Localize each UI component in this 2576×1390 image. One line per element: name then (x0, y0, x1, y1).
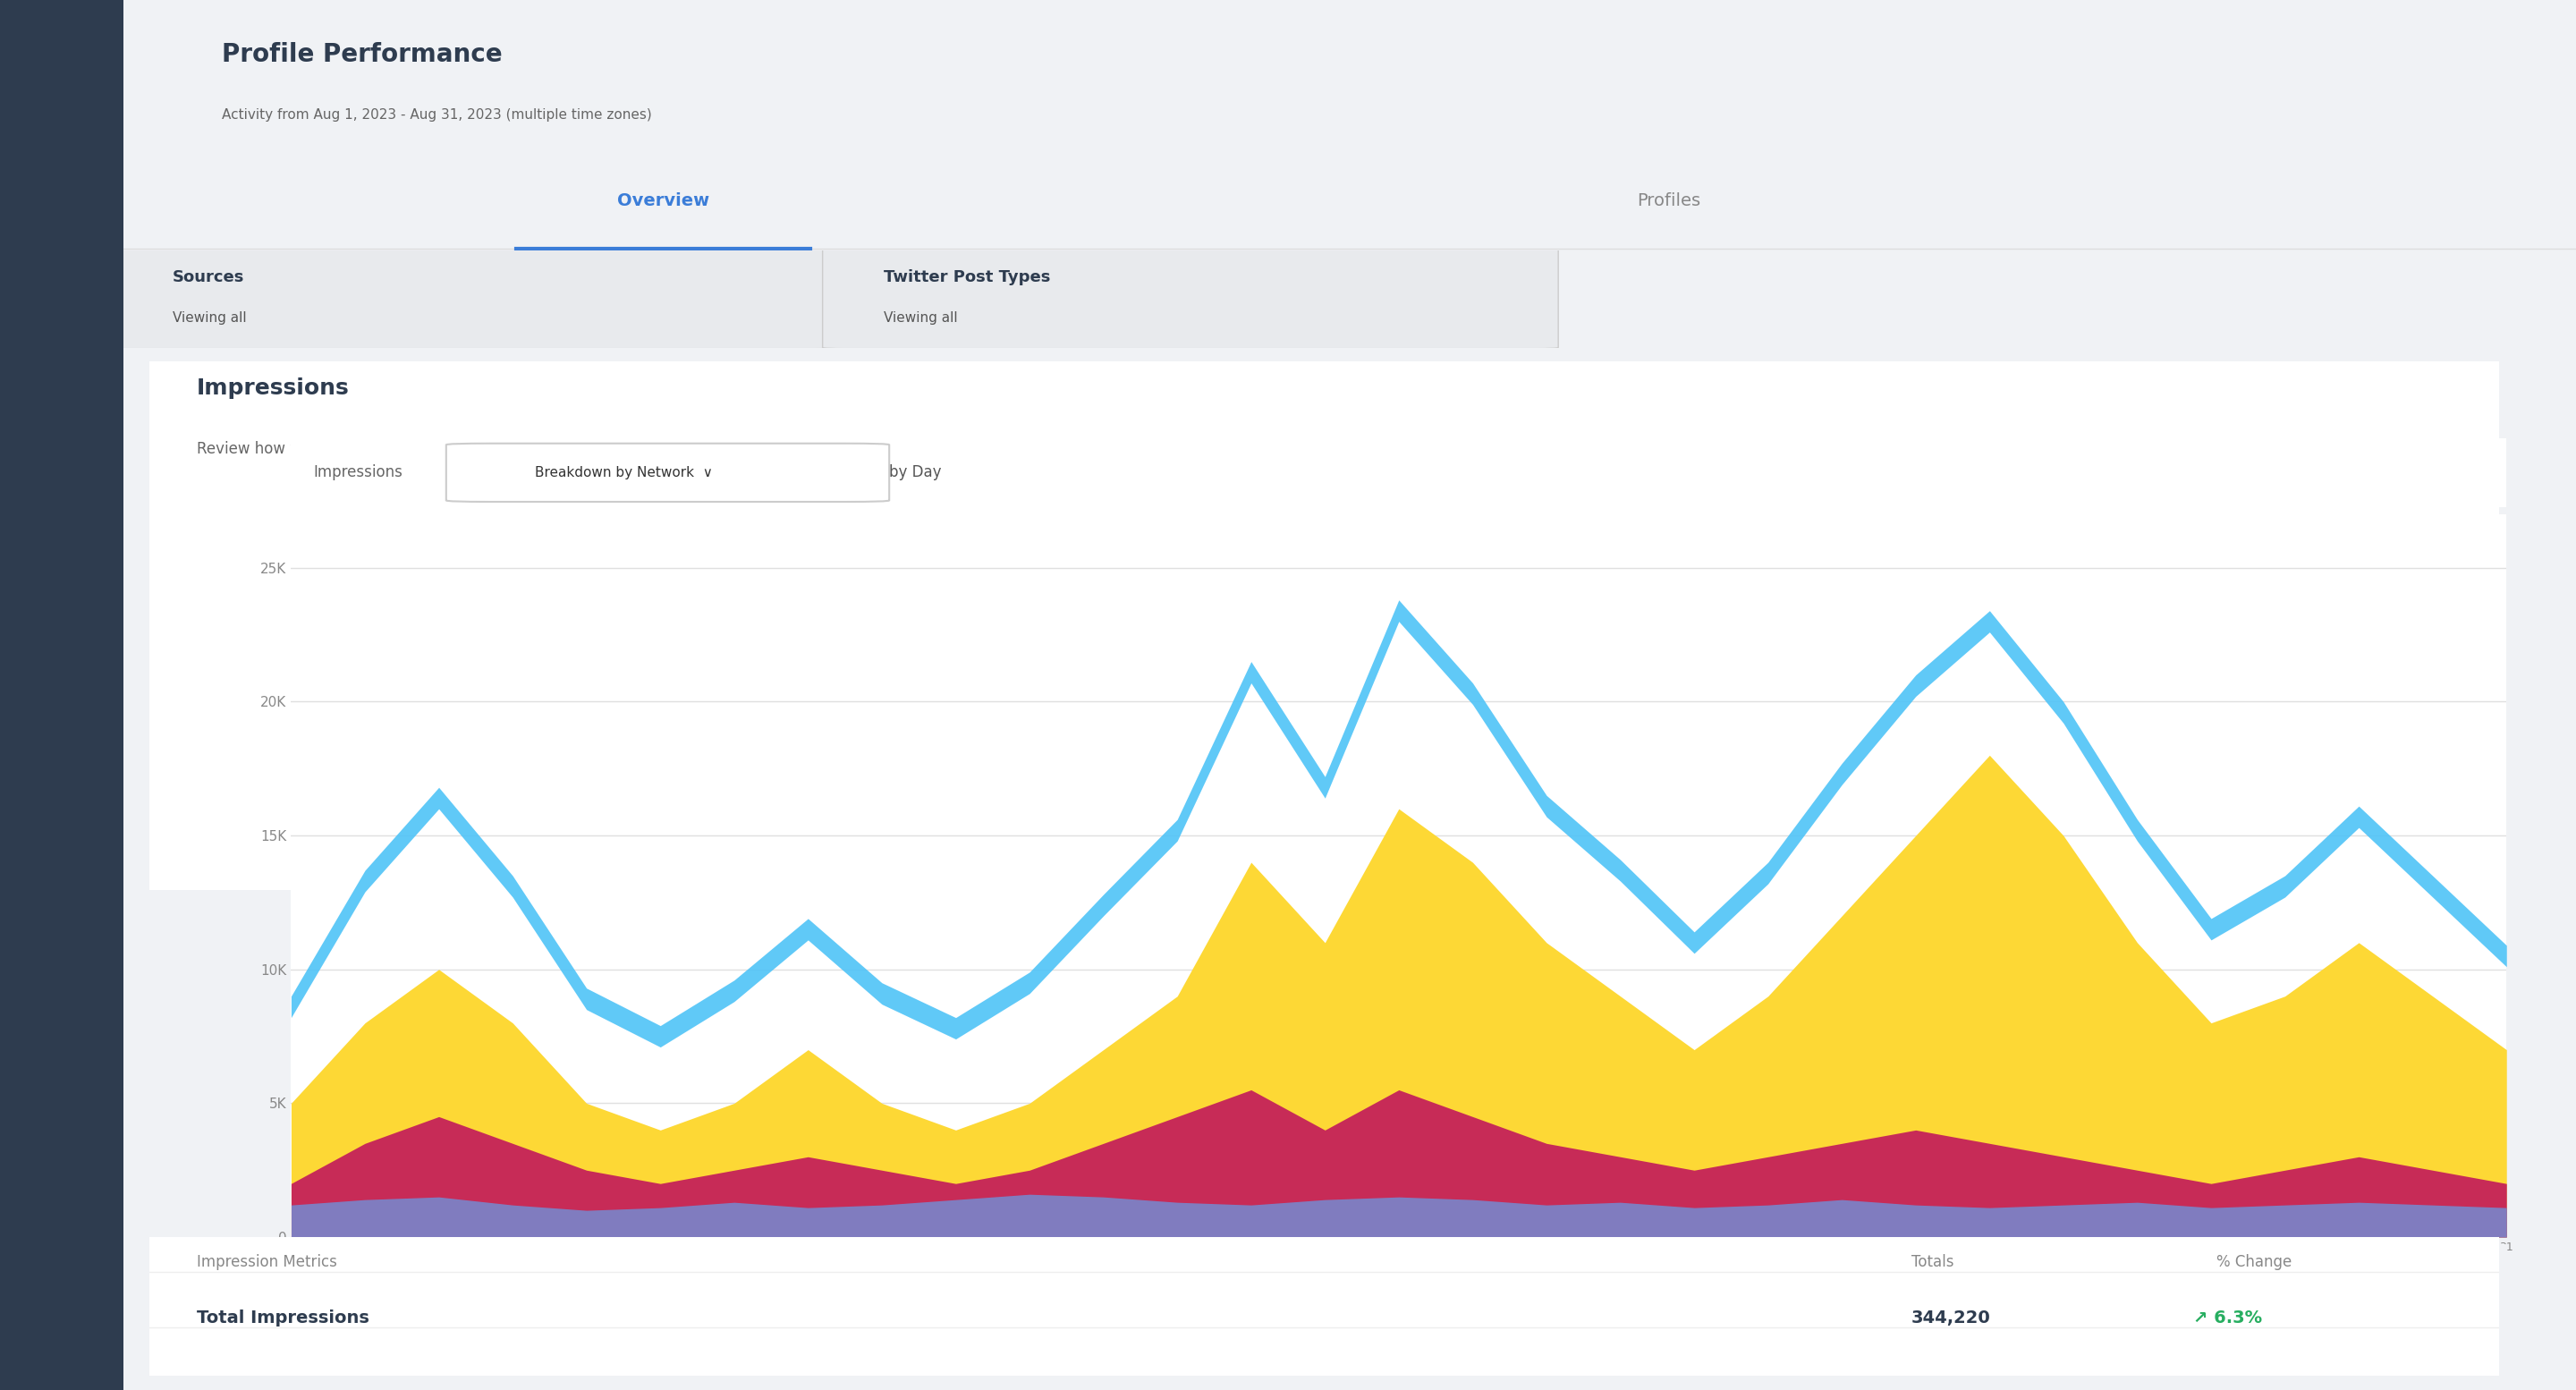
Circle shape (922, 1270, 989, 1273)
Text: Twitter: Twitter (994, 1265, 1041, 1279)
Text: Review how your content was seen across networks during the reporting period.: Review how your content was seen across … (196, 441, 796, 457)
FancyBboxPatch shape (98, 242, 835, 349)
Text: Impressions: Impressions (314, 464, 402, 481)
Text: Impression Metrics: Impression Metrics (196, 1254, 337, 1270)
Circle shape (1144, 1270, 1211, 1273)
Text: Totals: Totals (1911, 1254, 1953, 1270)
Text: Breakdown by Network  ∨: Breakdown by Network ∨ (536, 466, 714, 480)
Text: Total Impressions: Total Impressions (196, 1309, 368, 1326)
Text: 344,220: 344,220 (1911, 1309, 1991, 1326)
Text: Impressions: Impressions (196, 377, 350, 399)
FancyBboxPatch shape (822, 242, 1558, 349)
Text: Instagram: Instagram (1437, 1265, 1510, 1279)
Circle shape (1365, 1270, 1432, 1273)
Text: Profile Performance: Profile Performance (222, 42, 502, 67)
Text: Activity from Aug 1, 2023 - Aug 31, 2023 (multiple time zones): Activity from Aug 1, 2023 - Aug 31, 2023… (222, 108, 652, 122)
Text: by Day: by Day (889, 464, 943, 481)
Text: AUG: AUG (453, 1320, 484, 1334)
Text: Viewing all: Viewing all (173, 311, 247, 324)
Circle shape (1587, 1270, 1654, 1273)
Text: ↗ 6.3%: ↗ 6.3% (2192, 1309, 2262, 1326)
FancyBboxPatch shape (446, 443, 889, 502)
Text: Sources: Sources (173, 270, 245, 285)
Text: LinkedIn: LinkedIn (1659, 1265, 1718, 1279)
Text: Viewing all: Viewing all (884, 311, 958, 324)
Text: Twitter Post Types: Twitter Post Types (884, 270, 1051, 285)
Text: Facebook: Facebook (1216, 1265, 1283, 1279)
Text: Overview: Overview (618, 192, 708, 208)
Text: % Change: % Change (2218, 1254, 2293, 1270)
Text: Profiles: Profiles (1636, 192, 1700, 208)
